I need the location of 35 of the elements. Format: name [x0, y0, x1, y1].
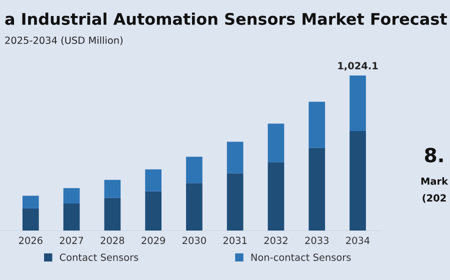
- chart-subtitle: 2025-2034 (USD Million): [5, 36, 122, 46]
- bar: [104, 198, 121, 231]
- text: 8.: [424, 148, 443, 162]
- bar: [268, 124, 284, 162]
- bar: [145, 191, 162, 231]
- x-tick-label: 2030: [182, 236, 206, 244]
- bar: [226, 142, 244, 174]
- x-tick-label: 2031: [223, 236, 247, 244]
- x-tick-label: 2028: [100, 236, 124, 244]
- bar: [145, 169, 162, 192]
- legend-label: Non-contact Sensors: [251, 254, 351, 261]
- x-tick-label: 2033: [305, 236, 328, 244]
- bar: [226, 173, 244, 231]
- x-tick-label: 2029: [142, 236, 166, 244]
- chart-title: a Industrial Automation Sensors Market Forecast: [5, 12, 447, 25]
- bar: [63, 188, 80, 204]
- bar: [268, 162, 284, 231]
- text: (202: [422, 194, 446, 203]
- bar: [22, 208, 39, 231]
- bar: [63, 203, 80, 231]
- legend-label: Contact Sensors: [60, 254, 138, 261]
- text: Mark: [421, 177, 448, 185]
- bar: [350, 75, 366, 131]
- bar: [186, 183, 202, 231]
- bar: [186, 156, 202, 184]
- bar: [350, 130, 366, 231]
- bar: [308, 102, 326, 148]
- x-tick-label: 2032: [264, 236, 288, 244]
- bar: [104, 180, 121, 198]
- x-tick-label: 2034: [346, 236, 370, 244]
- annotation: 1,024.1: [338, 62, 378, 71]
- bar: [308, 148, 326, 231]
- bar: [22, 196, 39, 208]
- x-tick-label: 2026: [19, 236, 42, 244]
- x-tick-label: 2027: [60, 236, 84, 244]
